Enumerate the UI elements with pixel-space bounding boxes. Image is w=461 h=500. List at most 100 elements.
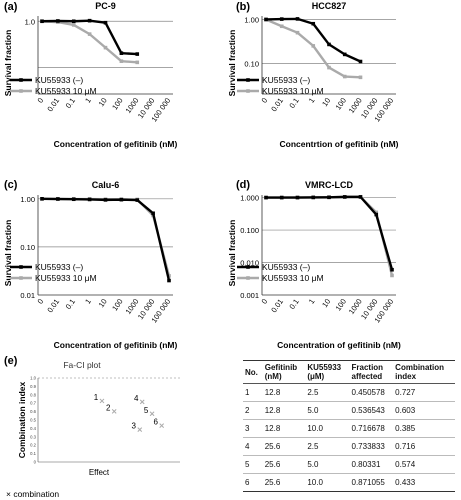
data-point — [342, 52, 347, 57]
table-header-cell: KU55933 (μM) — [305, 360, 350, 384]
x-tick-label: 0.1 — [287, 297, 300, 311]
data-point — [279, 195, 284, 200]
y-tick-label: 0.1 — [30, 451, 36, 456]
y-tick-label: 0.010 — [240, 259, 259, 268]
data-point — [374, 210, 379, 215]
point-label: 5 — [144, 406, 149, 415]
data-point — [119, 51, 124, 55]
data-point — [374, 212, 379, 217]
table-cell: 25.6 — [262, 473, 306, 492]
y-tick-label: 0.7 — [30, 401, 36, 406]
x-tick-label: 100 — [110, 297, 125, 312]
scatter-point — [99, 398, 105, 404]
y-axis-label: Survival fraction — [227, 30, 237, 97]
data-point — [56, 197, 60, 201]
y-tick-label: 1.00 — [244, 15, 259, 24]
table-cell: 25.6 — [262, 437, 306, 456]
x-tick-label: 0.1 — [64, 297, 77, 311]
panel-label: (a) — [4, 1, 18, 13]
data-point — [71, 19, 76, 24]
scatter-point — [137, 427, 143, 433]
scatter-point — [111, 408, 117, 414]
data-point — [342, 195, 347, 199]
data-point — [135, 52, 140, 56]
chart-title: VMRC-LCD — [305, 180, 353, 190]
data-point — [327, 42, 331, 47]
y-axis-label: Survival fraction — [3, 220, 13, 287]
data-point — [327, 195, 331, 200]
x-tick-label: 0.1 — [64, 96, 77, 110]
y-tick-label: 0 — [34, 460, 37, 465]
panel-label: (b) — [236, 1, 250, 13]
table-cell: 0.871055 — [349, 473, 394, 492]
data-point — [119, 59, 124, 63]
table-header-cell: No. — [243, 360, 263, 384]
data-point — [40, 197, 44, 201]
legend-marker — [19, 265, 23, 269]
data-point — [311, 21, 316, 26]
combination-table: No. Gefitinib (nM) KU55933 (μM) Fraction affec… — [243, 360, 455, 492]
data-point — [135, 198, 140, 202]
data-point — [279, 17, 284, 21]
data-point — [87, 197, 92, 202]
table-cell: 0.536543 — [349, 401, 394, 420]
table-row: 4 25.6 2.5 0.733833 0.716 — [243, 437, 455, 456]
marker-stroke — [137, 427, 143, 433]
scatter-point — [159, 423, 165, 428]
x-tick-label: 0 — [35, 96, 45, 105]
legend-label: × combination — [6, 489, 59, 499]
series-line-ku55933 — [265, 18, 361, 79]
table-cell: 10.0 — [305, 419, 350, 438]
x-tick-label: 0.01 — [45, 96, 61, 113]
data-point — [103, 20, 108, 25]
chart-title: HCC827 — [312, 1, 347, 11]
table-cell: 12.8 — [262, 419, 306, 438]
y-tick-label: 1.0 — [25, 17, 35, 26]
panel-label: (c) — [4, 179, 18, 191]
x-axis-label: Concentrtion of gefitinib (nM) — [280, 139, 399, 149]
legend-marker — [246, 276, 250, 280]
table-cell: 0.716678 — [349, 419, 394, 438]
y-tick-label: 0.5 — [30, 418, 36, 423]
marker-stroke — [99, 398, 105, 404]
legend-marker — [246, 78, 250, 82]
table-header-cell: Combination index — [393, 360, 455, 384]
x-axis-label: Concentration of gefitinib (nM) — [54, 139, 178, 149]
data-point — [119, 197, 124, 202]
data-point — [358, 195, 363, 199]
table-cell: 3 — [243, 419, 263, 438]
y-tick-label: 1.0 — [30, 376, 36, 381]
table-cell: 0.727 — [393, 383, 455, 402]
series-line-control — [41, 19, 138, 56]
y-tick-label: 1.00 — [20, 195, 35, 204]
x-tick-label: 1 — [307, 96, 317, 105]
table-cell: 4 — [243, 437, 263, 456]
chart-title: Fa-CI plot — [63, 360, 101, 370]
marker-stroke — [139, 399, 145, 405]
x-tick-label: 100 — [333, 96, 348, 111]
table-cell: 12.8 — [262, 401, 306, 420]
marker-stroke — [111, 408, 117, 414]
panel-c: (c) Calu-61.000.100.010 0.01 0.1 1 10 10010001… — [3, 179, 178, 350]
y-tick-label: 0.01 — [20, 291, 35, 300]
table-cell: 25.6 — [262, 455, 306, 474]
data-point — [167, 278, 171, 283]
y-tick-label: 0.3 — [30, 434, 36, 439]
panel-e: (e) Fa-CI plot 1.0 0.9 0.8 0.7 0.6 0.5 0.4 0.3 0.2… — [4, 355, 180, 499]
x-tick-label: 0.01 — [45, 297, 61, 314]
table-cell: 0.716 — [393, 437, 455, 456]
chart-title: Calu-6 — [92, 180, 120, 190]
x-tick-label: 1 — [83, 297, 93, 306]
data-point — [71, 197, 76, 202]
data-point — [151, 211, 155, 216]
data-point — [342, 74, 347, 79]
data-point — [264, 17, 268, 22]
y-tick-label: 0.10 — [20, 243, 35, 252]
x-tick-label: 0.01 — [269, 297, 285, 314]
series-line-ku55933 — [41, 20, 138, 64]
panel-label: (d) — [236, 179, 250, 191]
legend-label: KU55933 10 μM — [262, 86, 324, 96]
table-cell: 0.603 — [393, 401, 455, 420]
